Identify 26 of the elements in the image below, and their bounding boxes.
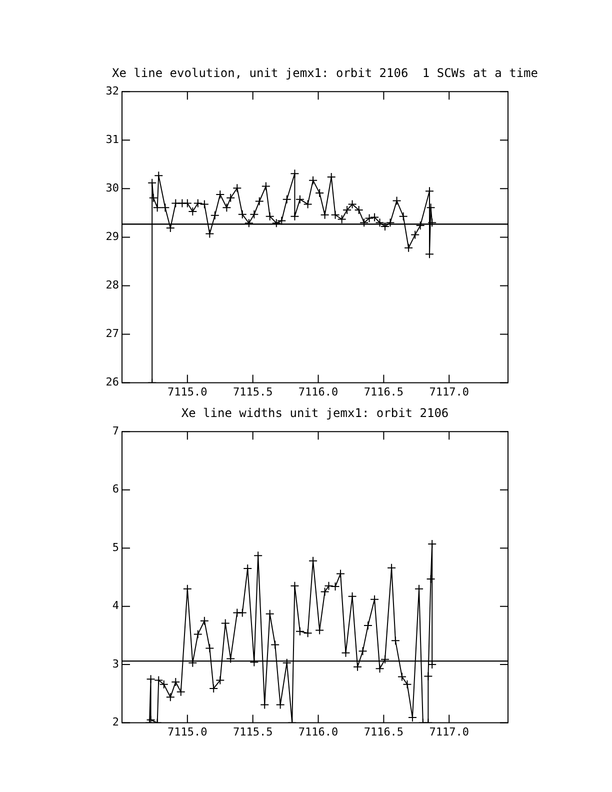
y-tick-label: 32 (106, 84, 119, 98)
y-tick-label: 31 (106, 132, 119, 146)
chart-subtitle: 1 SCWs at a time (422, 66, 538, 80)
x-tick-label: 7115.5 (232, 385, 273, 398)
x-tick-label: 7115.0 (168, 385, 208, 398)
y-tick-label: 26 (106, 376, 119, 389)
y-tick-label: 27 (106, 327, 119, 340)
chart-title: Xe line evolution, unit jemx1: orbit 2106 (112, 66, 408, 80)
y-tick-label: 28 (106, 278, 119, 292)
y-tick-label: 29 (106, 230, 119, 244)
x-tick-label: 7115.5 (232, 725, 273, 738)
chart-title: Xe line widths unit jemx1: orbit 2106 (181, 406, 449, 420)
x-tick-label: 7117.0 (429, 385, 469, 398)
y-tick-label: 5 (112, 540, 119, 554)
x-tick-label: 7116.0 (298, 725, 338, 738)
y-tick-label: 2 (112, 716, 119, 729)
y-tick-label: 6 (112, 482, 119, 496)
y-tick-label: 7 (112, 424, 119, 438)
x-tick-label: 7116.5 (364, 725, 404, 738)
x-tick-label: 7117.0 (429, 725, 469, 738)
x-tick-label: 7116.0 (298, 385, 338, 398)
y-tick-label: 30 (106, 182, 119, 195)
y-tick-label: 4 (112, 599, 120, 612)
y-tick-label: 3 (112, 657, 119, 670)
x-tick-label: 7115.0 (168, 725, 208, 738)
x-tick-label: 7116.5 (364, 385, 404, 398)
